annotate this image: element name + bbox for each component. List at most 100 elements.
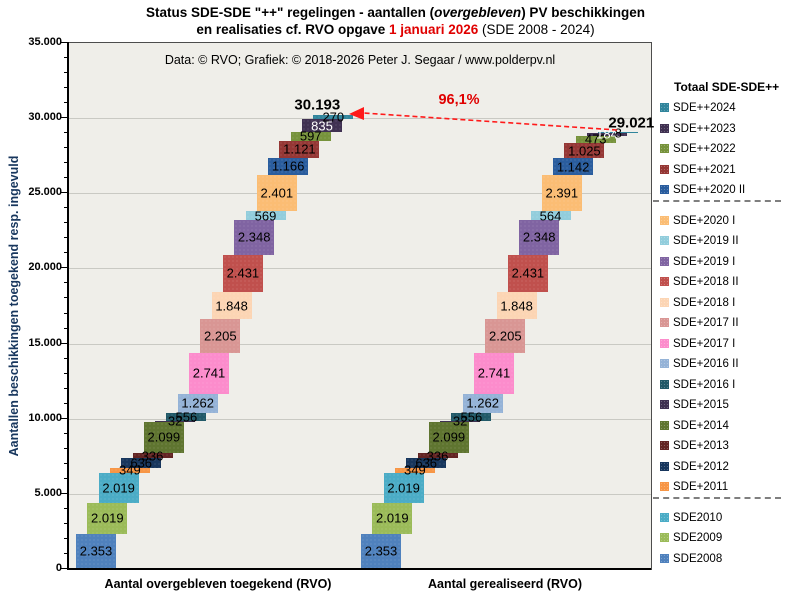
legend-swatch-sde++2021 <box>660 164 669 174</box>
segment-value-label: 336 <box>141 448 164 464</box>
x-label-gerealiseerd: Aantal gerealiseerd (RVO) <box>428 577 582 591</box>
segment-sde+2013 <box>132 453 173 459</box>
segment-value-label: 2.401 <box>260 185 294 201</box>
segment-sde+2020-i <box>541 175 582 212</box>
segment-value-label: 270 <box>322 109 345 125</box>
legend-label-sde+2017-i: SDE+2017 I <box>673 337 736 350</box>
copyright-attribution: Data: © RVO; Grafiek: © 2018-2026 Peter … <box>164 53 556 67</box>
minor-tick <box>64 327 67 329</box>
segment-sde++2021 <box>279 140 320 158</box>
minor-tick <box>64 282 67 284</box>
minor-tick <box>64 477 67 479</box>
segment-sde+2011 <box>109 467 150 473</box>
segment-sde++2022 <box>290 131 331 141</box>
legend-swatch-sde+2011 <box>660 482 669 491</box>
segment-sde+2017-ii <box>485 319 526 353</box>
legend-swatch-sde+2017-ii <box>660 318 669 327</box>
major-tick <box>61 342 67 344</box>
minor-tick <box>64 222 67 224</box>
segment-value-label: 32 <box>167 413 183 429</box>
minor-tick <box>64 102 67 104</box>
major-tick <box>61 267 67 269</box>
minor-tick <box>64 522 67 524</box>
legend-swatch-sde+2016-i <box>660 379 669 389</box>
legend-label-sde+2016-i: SDE+2016 I <box>673 378 736 391</box>
segment-sde+2018-ii <box>507 255 548 292</box>
segment-value-label: 2.353 <box>364 543 398 559</box>
major-tick <box>61 568 67 569</box>
segment-value-label: 1.848 <box>215 298 248 314</box>
legend-swatch-sde2009 <box>660 533 669 542</box>
segment-value-label: 1.166 <box>271 158 305 174</box>
major-tick <box>61 492 67 494</box>
segment-sde+2016-ii <box>462 393 503 413</box>
legend-swatch-sde+2018-i <box>660 297 669 307</box>
legend-swatch-sde++2024 <box>660 103 669 112</box>
legend-swatch-sde+2012 <box>660 461 669 471</box>
minor-tick <box>64 447 67 449</box>
minor-tick <box>64 147 67 149</box>
legend-label-sde+2014: SDE+2014 <box>673 419 729 432</box>
segment-sde+2018-i <box>496 291 537 320</box>
legend-swatch-sde2008 <box>660 553 669 563</box>
legend-label-sde+2018-i: SDE+2018 I <box>673 296 736 309</box>
segment-value-label: 2.353 <box>79 543 113 559</box>
legend-label-sde++2020-ii: SDE++2020 II <box>673 184 746 196</box>
minor-tick <box>64 252 67 254</box>
segment-value-label: 1.142 <box>556 159 590 175</box>
gridline <box>69 193 651 195</box>
segment-sde+2018-ii <box>222 255 263 292</box>
segment-sde++2022 <box>575 135 616 143</box>
segment-value-label: 2.205 <box>489 328 522 344</box>
segment-value-label: 2.391 <box>545 185 579 201</box>
gridline <box>69 493 651 495</box>
legend-label-sde+2020-i: SDE+2020 I <box>673 214 736 227</box>
segment-sde+2014 <box>143 421 184 454</box>
minor-tick <box>64 372 67 374</box>
segment-value-label: 2.431 <box>226 265 260 281</box>
segment-value-label: 2.348 <box>237 229 271 245</box>
segment-value-label: 597 <box>299 128 322 144</box>
y-tick-label: 35.000 <box>28 36 62 48</box>
minor-tick <box>64 552 67 554</box>
legend-swatch-sde+2018-ii <box>660 277 669 286</box>
title-range: (SDE 2008 - 2024) <box>478 22 595 37</box>
realized-percent-label: 96,1% <box>438 92 480 108</box>
segment-value-label: 835 <box>311 118 333 134</box>
legend-label-sde+2019-i: SDE+2019 I <box>673 255 736 268</box>
segment-sde2009 <box>87 503 128 534</box>
segment-value-label: 636 <box>415 455 438 471</box>
segment-sde+2016-ii <box>177 393 218 413</box>
segment-value-label: 8 <box>614 125 622 141</box>
segment-value-label: 2.099 <box>432 429 466 445</box>
segment-sde+2020-i <box>256 175 297 212</box>
major-tick <box>61 192 67 194</box>
minor-tick <box>64 357 67 359</box>
gridline <box>69 343 651 345</box>
minor-tick <box>64 132 67 134</box>
minor-tick <box>64 87 67 89</box>
minor-tick <box>64 507 67 509</box>
gridline <box>69 418 651 420</box>
legend-swatch-sde+2019-i <box>660 256 669 266</box>
segment-sde+2017-i <box>189 352 229 394</box>
segment-sde+2013 <box>417 453 458 459</box>
segment-sde2008 <box>76 533 116 569</box>
legend-label-sde+2012: SDE+2012 <box>673 460 729 473</box>
legend-label-sde+2011: SDE+2011 <box>673 481 729 493</box>
y-tick-label: 30.000 <box>28 111 62 124</box>
segment-value-label: 2.431 <box>511 265 545 281</box>
title-text-suffix: ) PV beschikkingen <box>521 5 645 20</box>
segment-value-label: 2.019 <box>91 510 124 526</box>
segment-value-label: 1.025 <box>568 143 601 159</box>
y-tick-label: 20.000 <box>28 261 62 274</box>
segment-value-label: 349 <box>404 462 426 478</box>
segment-sde++2023 <box>587 133 627 136</box>
segment-sde++2023 <box>302 119 342 132</box>
y-tick-label: 25.000 <box>28 186 62 199</box>
major-tick <box>61 417 67 419</box>
title-text: Status SDE-SDE "++" regelingen - aantall… <box>146 5 435 20</box>
segment-sde++2020-ii <box>268 157 309 176</box>
minor-tick <box>64 297 67 299</box>
segment-value-label: 2.205 <box>204 328 237 344</box>
